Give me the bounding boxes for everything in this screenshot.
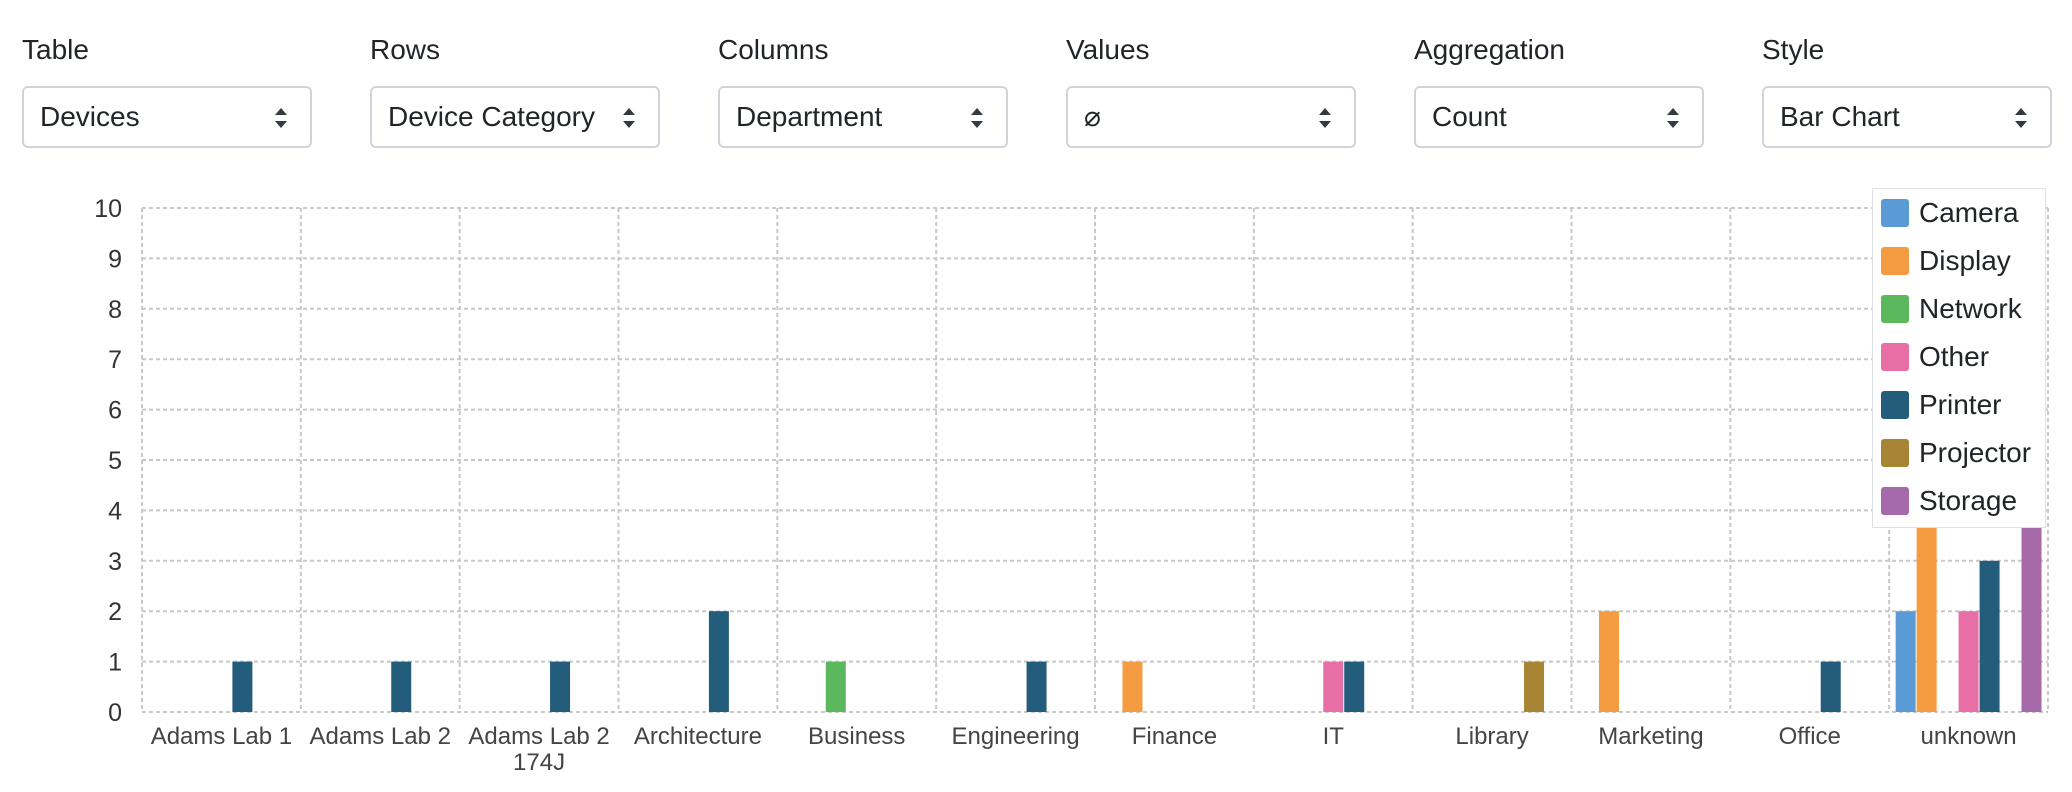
x-tick-label: Adams Lab 1 [151,723,292,750]
rows-label: Rows [370,34,441,65]
bar-printer-adams-lab-2[interactable] [391,661,412,712]
x-tick-label: Library [1455,723,1528,750]
select-updown-icon [1667,108,1679,128]
y-axis: 0 1 2 3 4 5 6 7 8 9 10 [94,195,122,727]
y-tick-label: 4 [108,497,122,525]
x-tick-label: Office [1779,723,1841,750]
pivot-controls: Table Devices Rows Device Category Colum… [0,0,2072,160]
bar-printer-office[interactable] [1820,661,1841,712]
bar-printer-architecture[interactable] [708,611,729,712]
rows-select[interactable]: Device Category [370,86,660,148]
bar-printer-it[interactable] [1344,661,1365,712]
values-select-value: ⌀ [1084,101,1101,132]
legend-label-network: Network [1919,293,2022,324]
style-select[interactable]: Bar Chart [1762,86,2052,148]
bar-printer-engineering[interactable] [1026,661,1047,712]
aggregation-select[interactable]: Count [1414,86,1704,148]
legend-label-camera: Camera [1919,197,2019,228]
select-updown-icon [1319,108,1331,128]
rows-select-value: Device Category [388,101,595,132]
y-tick-label: 9 [108,245,122,273]
legend-item-display[interactable]: Display [1873,237,2045,285]
select-updown-icon [623,108,635,128]
columns-label: Columns [718,34,829,65]
table-label: Table [22,34,89,65]
style-control: Style Bar Chart [1762,30,2052,148]
bar-other-it[interactable] [1323,661,1344,712]
legend-swatch-camera [1881,199,1909,227]
style-select-value: Bar Chart [1780,101,1900,132]
legend-swatch-storage [1881,487,1909,515]
x-tick-label: unknown [1921,723,2017,750]
y-tick-label: 2 [108,598,122,626]
x-tick-label: Business [808,723,905,750]
chart-legend: Camera Display Network Other Printer Pro… [1872,188,2046,528]
x-tick-label: Engineering [952,723,1080,750]
chart-grid [141,207,2049,713]
x-tick-label: IT [1323,723,1345,750]
bar-projector-library[interactable] [1524,661,1545,712]
x-tick-label: Adams Lab 2 [310,723,451,750]
columns-select[interactable]: Department [718,86,1008,148]
bar-display-unknown[interactable] [1916,510,1937,712]
legend-item-network[interactable]: Network [1873,285,2045,333]
chart-bars [232,510,2042,712]
table-select-value: Devices [40,101,140,132]
aggregation-select-value: Count [1432,101,1507,132]
table-select[interactable]: Devices [22,86,312,148]
select-updown-icon [2015,108,2027,128]
bar-printer-adams-lab-1[interactable] [232,661,253,712]
bar-other-unknown[interactable] [1958,611,1979,712]
style-label: Style [1762,34,1825,65]
x-tick-label: Finance [1132,723,1217,750]
select-updown-icon [971,108,983,128]
legend-item-camera[interactable]: Camera [1873,189,2045,237]
legend-label-other: Other [1919,341,1990,372]
y-tick-label: 1 [108,649,122,677]
y-tick-label: 8 [108,296,122,324]
select-updown-icon [275,108,287,128]
columns-control: Columns Department [718,30,1008,148]
bar-display-marketing[interactable] [1598,611,1619,712]
y-tick-label: 7 [108,346,122,374]
bar-printer-adams-lab-2-174j[interactable] [550,661,571,712]
x-axis: Adams Lab 1 Adams Lab 2 Adams Lab 2 174J Arc… [151,723,2017,776]
legend-item-storage[interactable]: Storage [1873,477,2045,525]
x-tick-label: Marketing [1598,723,1703,750]
legend-item-projector[interactable]: Projector [1873,429,2045,477]
legend-swatch-other [1881,343,1909,371]
legend-swatch-network [1881,295,1909,323]
y-tick-label: 5 [108,447,122,475]
table-control: Table Devices [22,30,312,148]
y-tick-label: 6 [108,397,122,425]
legend-label-storage: Storage [1919,485,2018,516]
rows-control: Rows Device Category [370,30,660,148]
aggregation-control: Aggregation Count [1414,30,1704,148]
bar-storage-unknown[interactable] [2021,510,2042,712]
values-control: Values ⌀ [1066,30,1356,148]
bar-display-finance[interactable] [1122,661,1143,712]
y-tick-label: 10 [94,195,122,223]
aggregation-label: Aggregation [1414,34,1566,65]
x-tick-label: Adams Lab 2 174J [468,723,609,776]
legend-label-projector: Projector [1919,437,2032,468]
values-label: Values [1066,34,1150,65]
legend-label-printer: Printer [1919,389,2002,420]
y-tick-label: 3 [108,548,122,576]
legend-swatch-printer [1881,391,1909,419]
columns-select-value: Department [736,101,883,132]
legend-item-other[interactable]: Other [1873,333,2045,381]
legend-label-display: Display [1919,245,2011,276]
y-tick-label: 0 [108,699,122,727]
bar-camera-unknown[interactable] [1895,611,1916,712]
x-tick-label: Architecture [634,723,762,750]
legend-swatch-display [1881,247,1909,275]
legend-item-printer[interactable]: Printer [1873,381,2045,429]
values-select[interactable]: ⌀ [1066,86,1356,148]
bar-network-business[interactable] [825,661,846,712]
bar-printer-unknown[interactable] [1979,560,2000,712]
legend-swatch-projector [1881,439,1909,467]
